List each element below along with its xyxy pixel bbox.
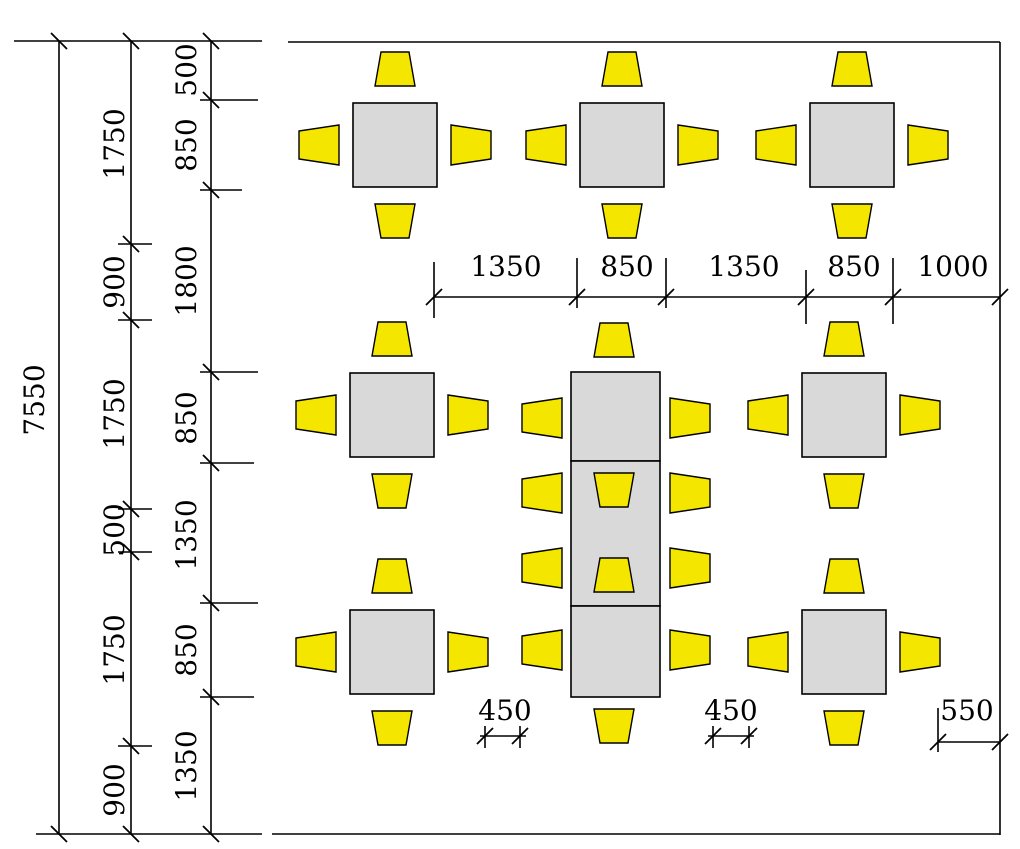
table-icon [801,609,887,695]
chair-icon [899,631,941,673]
chair-icon [371,558,413,594]
table-icon [352,102,438,188]
chair-icon [521,472,563,514]
chair-icon [677,124,719,166]
chair-icon [823,321,865,357]
chair-icon [525,124,567,166]
dim-label: 1350 [170,730,203,801]
chair-icon [593,322,635,358]
table-icon [579,102,665,188]
chair-icon [831,51,873,87]
left-dimension-labels: 7550 1750 900 1750 500 1750 900 500 850 … [18,43,203,816]
chair-icon [899,394,941,436]
dim-label: 900 [98,255,131,308]
dim-label: 500 [170,43,203,96]
dim-label: 1750 [98,108,131,179]
chair-icon [823,710,865,746]
chair-icon [371,321,413,357]
dim-label: 850 [827,250,880,283]
chair-icon [374,51,416,87]
chair-icon [593,472,635,508]
dim-label: 1000 [917,250,988,283]
dim-label: 1750 [98,378,131,449]
dim-label: 1750 [98,614,131,685]
chair-icon [371,473,413,509]
chair-icon [669,547,711,589]
chair-icon [601,51,643,87]
top-dimension-row: 1350 850 1350 850 1000 [425,250,1009,324]
dim-label: 850 [170,623,203,676]
table-icon [801,372,887,458]
chair-icon [295,631,337,673]
table-icon [349,609,435,695]
chair-icon [823,558,865,594]
total-height-label: 7550 [18,364,51,435]
chair-icon [747,394,789,436]
chair-icon [521,629,563,671]
left-dimension-lines [14,32,262,843]
chair-icon [755,124,797,166]
chair-icon [601,203,643,239]
chair-icon [669,397,711,439]
chair-icon [374,203,416,239]
chair-icon [593,708,635,744]
dim-label: 850 [170,118,203,171]
chair-icon [447,394,489,436]
dim-label: 850 [170,391,203,444]
chair-icon [669,472,711,514]
chair-icon [907,124,949,166]
chair-icon [450,124,492,166]
room-outline [272,41,1001,835]
dim-label: 1350 [170,499,203,570]
dim-label: 550 [940,694,993,727]
chair-icon [747,631,789,673]
chair-icon [447,631,489,673]
chair-icon [669,629,711,671]
table-icon [349,372,435,458]
dim-label: 1350 [708,250,779,283]
long-table-segment [570,371,661,462]
chair-icon [521,547,563,589]
dim-label: 500 [98,503,131,556]
chair-icon [295,394,337,436]
chair-icon [298,124,340,166]
dim-label: 1350 [470,250,541,283]
dim-label: 450 [704,694,757,727]
dim-label: 450 [478,694,531,727]
dim-label: 1800 [170,245,203,316]
bottom-dimensions: 450 450 550 [476,694,1009,752]
chair-icon [521,397,563,439]
dim-label: 900 [98,763,131,816]
chair-icon [831,203,873,239]
furniture-layer [295,51,949,746]
long-table-segment [570,605,661,698]
chair-icon [371,710,413,746]
table-icon [809,102,895,188]
dim-label: 850 [600,250,653,283]
chair-icon [823,473,865,509]
chair-icon [593,557,635,593]
